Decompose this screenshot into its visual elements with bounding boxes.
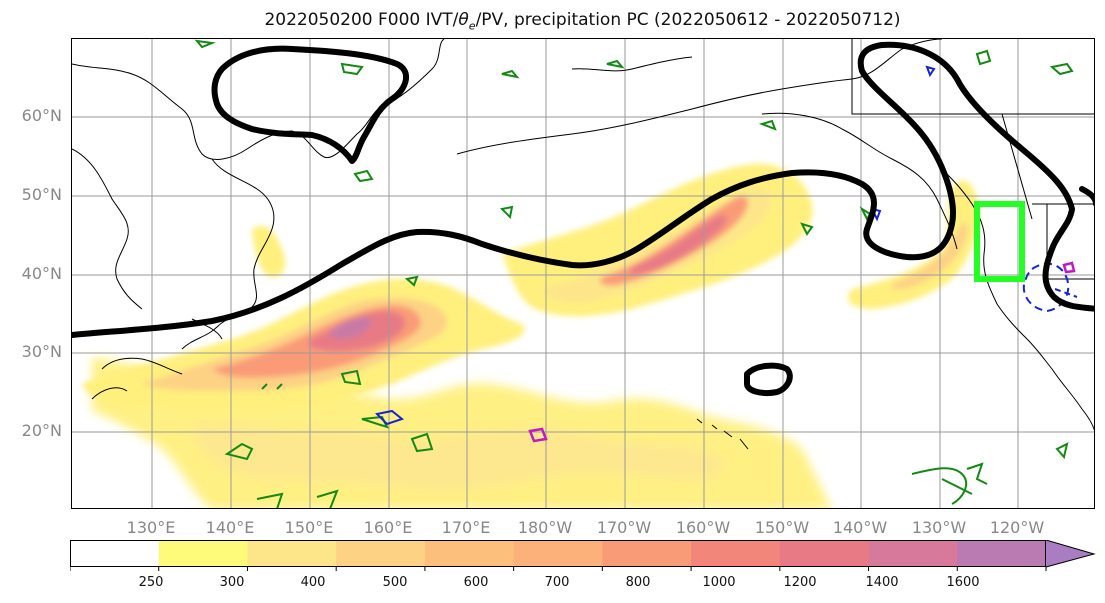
precipitation-shading	[82, 163, 980, 508]
colorbar-cell	[957, 540, 1047, 567]
colorbar-cell	[513, 540, 603, 567]
lon-label-150w: 150°W	[754, 518, 810, 537]
colorbar-cell	[691, 540, 781, 567]
pv-contour-kamchatka	[211, 45, 409, 164]
lon-label-140w: 140°W	[832, 518, 888, 537]
colorbar-ticks	[70, 567, 1047, 571]
green-contours	[194, 39, 1074, 508]
colorbar-cell	[424, 540, 515, 567]
lon-label-130w: 130°W	[911, 518, 967, 537]
colorbar-tick-label-600: 600	[463, 575, 489, 590]
colorbar-tick-label-1400: 1400	[865, 575, 899, 590]
lon-label-170w: 170°W	[596, 518, 652, 537]
coast-hawaii	[696, 418, 749, 450]
coastlines	[72, 39, 1094, 450]
blue-contours	[374, 65, 1078, 426]
pv-contour-main	[72, 41, 1094, 338]
colorbar-cell	[602, 540, 692, 567]
map-panel	[71, 38, 1095, 509]
blue-dashed-low	[1022, 262, 1070, 313]
colorbar-cell	[247, 540, 337, 567]
precip-coast-plume	[848, 180, 980, 309]
colorbar-tick-label-500: 500	[382, 575, 408, 590]
colorbar-tick-label-1200: 1200	[783, 575, 817, 590]
colorbar-cell	[779, 540, 870, 567]
lon-label-120w: 120°W	[989, 518, 1045, 537]
colorbar-cell	[336, 540, 426, 567]
colorbar-cell	[70, 540, 160, 567]
colorbar	[70, 540, 1096, 571]
colorbar-tick-label-700: 700	[544, 575, 570, 590]
colorbar-cell	[868, 540, 958, 567]
colorbar-tick-label-1000: 1000	[702, 575, 736, 590]
lon-label-150e: 150°E	[284, 518, 334, 537]
lon-label-170e: 170°E	[441, 518, 491, 537]
lat-label-20n: 20°N	[21, 421, 62, 440]
map-canvas	[72, 39, 1094, 508]
colorbar-extend-arrow	[1046, 540, 1094, 567]
pv-contours	[72, 41, 1094, 396]
coast-alaska	[456, 39, 943, 155]
colorbar-tick-label-300: 300	[219, 575, 245, 590]
highlight-box	[974, 201, 1025, 282]
lon-label-140e: 140°E	[205, 518, 255, 537]
colorbar-cells	[70, 540, 1047, 567]
coast-asia	[72, 39, 445, 160]
green-contour-east	[911, 462, 988, 505]
magenta-contours	[528, 261, 1076, 443]
colorbar-cell	[158, 540, 248, 567]
lat-label-30n: 30°N	[21, 342, 62, 361]
colorbar-tick-label-250: 250	[138, 575, 164, 590]
lon-label-180w: 180°W	[517, 518, 573, 537]
lon-label-160w: 160°W	[675, 518, 731, 537]
colorbar-tick-label-400: 400	[300, 575, 326, 590]
pv-contour-cutoff	[744, 362, 793, 396]
lon-label-130e: 130°E	[126, 518, 176, 537]
map-title: 2022050200 F000 IVT/θe/PV, precipitation…	[264, 10, 901, 33]
lat-label-40n: 40°N	[21, 264, 62, 283]
lon-label-160e: 160°E	[363, 518, 413, 537]
graticule	[72, 39, 1094, 508]
lat-label-50n: 50°N	[21, 185, 62, 204]
colorbar-tick-label-1600: 1600	[946, 575, 980, 590]
colorbar-tick-label-800: 800	[625, 575, 651, 590]
lat-label-60n: 60°N	[21, 106, 62, 125]
